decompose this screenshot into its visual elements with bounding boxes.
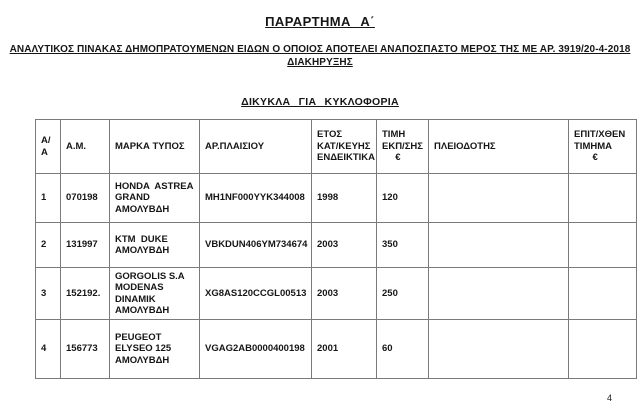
cell-am: 131997 (60, 222, 110, 268)
cell-timi-ekpsis: 120 (376, 173, 429, 223)
vehicle-table-body: 1 070198 HONDA ASTREA GRAND ΑΜΟΛΥΒΔΗ MH1… (35, 173, 637, 379)
cell-ar-plaisiou: MH1NF000YYK344008 (199, 173, 312, 223)
page-title: ΠΑΡΑΡΤΗΜΑ Α΄ (265, 14, 375, 29)
table-row: 1 070198 HONDA ASTREA GRAND ΑΜΟΛΥΒΔΗ MH1… (35, 173, 637, 223)
table-header-row: Α/Α Α.Μ. ΜΑΡΚΑ ΤΥΠΟΣ ΑΡ.ΠΛΑΙΣΙΟΥ ΕΤΟΣ ΚΑ… (35, 119, 637, 174)
cell-timi-ekpsis: 60 (376, 319, 429, 379)
col-header-am: Α.Μ. (60, 119, 110, 174)
cell-epitefchthen-timima (568, 319, 637, 379)
cell-epitefchthen-timima (568, 267, 637, 320)
cell-etos-kataskevis: 1998 (311, 173, 377, 223)
auction-items-table: Α/Α Α.Μ. ΜΑΡΚΑ ΤΥΠΟΣ ΑΡ.ΠΛΑΙΣΙΟΥ ΕΤΟΣ ΚΑ… (35, 119, 637, 379)
table-row: 3 152192. GORGOLIS S.A MODENAS DINAMIK Α… (35, 267, 637, 320)
col-header-epitefchthen-timima: ΕΠΙΤ/ΧΘΕΝ ΤΙΜΗΜΑ € (568, 119, 637, 174)
cell-pleiodotis (428, 267, 569, 320)
section-heading: ΔΙΚΥΚΛΑ ΓΙΑ ΚΥΚΛΟΦΟΡΙΑ (241, 96, 399, 108)
document-subtitle: ΑΝΑΛΥΤΙΚΟΣ ΠΙΝΑΚΑΣ ΔΗΜΟΠΡΑΤΟΥΜΕΝΩΝ ΕΙΔΩΝ… (9, 44, 631, 68)
cell-epitefchthen-timima (568, 173, 637, 223)
cell-etos-kataskevis: 2001 (311, 319, 377, 379)
col-header-ar-plaisiou: ΑΡ.ΠΛΑΙΣΙΟΥ (199, 119, 312, 174)
cell-aa: 1 (35, 173, 61, 223)
col-header-pleiodotis: ΠΛΕΙΟΔΟΤΗΣ (428, 119, 569, 174)
cell-am: 156773 (60, 319, 110, 379)
col-header-aa: Α/Α (35, 119, 61, 174)
cell-aa: 2 (35, 222, 61, 268)
cell-etos-kataskevis: 2003 (311, 267, 377, 320)
cell-ar-plaisiou: VGAG2AB0000400198 (199, 319, 312, 379)
cell-etos-kataskevis: 2003 (311, 222, 377, 268)
cell-pleiodotis (428, 222, 569, 268)
cell-timi-ekpsis: 250 (376, 267, 429, 320)
col-header-marka-typos: ΜΑΡΚΑ ΤΥΠΟΣ (109, 119, 200, 174)
table-row: 2 131997 KTM DUKE ΑΜΟΛΥΒΔΗ VBKDUN406YM73… (35, 222, 637, 268)
cell-marka-typos: PEUGEOT ELYSEO 125 ΑΜΟΛΥΒΔΗ (109, 319, 200, 379)
col-header-etos-kataskevis: ΕΤΟΣ ΚΑΤ/ΚΕΥΗΣ ΕΝΔΕΙΚΤΙΚΑ (311, 119, 377, 174)
cell-epitefchthen-timima (568, 222, 637, 268)
cell-pleiodotis (428, 319, 569, 379)
cell-ar-plaisiou: XG8AS120CCGL00513 (199, 267, 312, 320)
cell-aa: 4 (35, 319, 61, 379)
cell-ar-plaisiou: VBKDUN406YM734674 (199, 222, 312, 268)
page-number: 4 (606, 393, 612, 403)
cell-am: 070198 (60, 173, 110, 223)
cell-pleiodotis (428, 173, 569, 223)
cell-marka-typos: GORGOLIS S.A MODENAS DINAMIK ΑΜΟΛΥΒΔΗ (109, 267, 200, 320)
cell-timi-ekpsis: 350 (376, 222, 429, 268)
cell-am: 152192. (60, 267, 110, 320)
table-row: 4 156773 PEUGEOT ELYSEO 125 ΑΜΟΛΥΒΔΗ VGA… (35, 319, 637, 379)
cell-marka-typos: KTM DUKE ΑΜΟΛΥΒΔΗ (109, 222, 200, 268)
cell-aa: 3 (35, 267, 61, 320)
cell-marka-typos: HONDA ASTREA GRAND ΑΜΟΛΥΒΔΗ (109, 173, 200, 223)
col-header-timi-ekpsis: ΤΙΜΗ ΕΚΠ/ΣΗΣ € (376, 119, 429, 174)
